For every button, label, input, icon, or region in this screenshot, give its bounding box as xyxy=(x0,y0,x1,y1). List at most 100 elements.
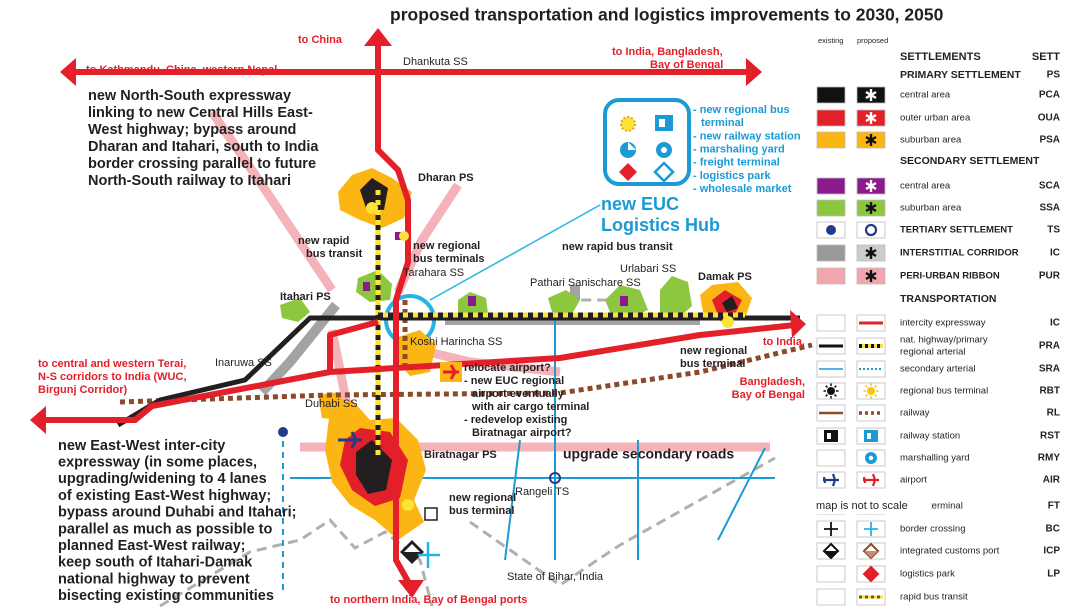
legend-code-title: SETT xyxy=(1032,51,1060,63)
direction-label: to China xyxy=(298,34,343,46)
logistics-hub xyxy=(621,117,635,131)
note-line: keep south of Itahari-Damak xyxy=(58,555,253,571)
map-title: proposed transportation and logistics im… xyxy=(390,5,944,25)
legend-code: PUR xyxy=(1039,271,1061,282)
legend-symbol xyxy=(817,450,845,466)
note-line: of existing East-West highway; xyxy=(58,488,271,504)
legend-heading: PRIMARY SETTLEMENT xyxy=(900,69,1021,81)
legend-code: SRA xyxy=(1039,364,1060,375)
legend-symbol xyxy=(817,200,845,216)
legend-symbol xyxy=(817,110,845,126)
hub-item: - new regional bus xyxy=(693,104,790,116)
legend-code: LP xyxy=(1047,569,1060,580)
note-line: upgrade secondary roads xyxy=(563,446,734,462)
legend-symbol xyxy=(827,387,835,395)
settlement-label: Biratnagar PS xyxy=(424,449,497,461)
note-line: expressway (in some places, xyxy=(58,455,257,471)
legend-symbol xyxy=(826,225,836,235)
legend-label: TERTIARY SETTLEMENT xyxy=(900,225,1013,236)
legend-label: railway station xyxy=(900,431,960,442)
note-line: new regional xyxy=(413,240,480,252)
settlement-label: State of Bihar, India xyxy=(507,571,604,583)
legend-label: regional arterial xyxy=(900,347,965,358)
note-line: new rapid xyxy=(298,235,349,247)
legend-code: SCA xyxy=(1039,181,1060,192)
legend-label: regional bus terminal xyxy=(900,386,988,397)
legend-label: airport xyxy=(900,475,927,486)
legend-symbol xyxy=(827,433,831,439)
logistics-hub xyxy=(661,147,667,153)
legend-code: PSA xyxy=(1039,135,1060,146)
map-icon xyxy=(366,202,378,214)
legend-label: central area xyxy=(900,90,951,101)
map-icon xyxy=(425,508,437,520)
hub-item: - logistics park xyxy=(693,170,772,182)
legend-code: RMY xyxy=(1038,453,1061,464)
direction-label: to central and western Terai, xyxy=(38,358,186,370)
legend-symbol xyxy=(817,566,845,582)
note-line: bus terminal xyxy=(680,358,745,370)
map-icon xyxy=(402,499,414,511)
direction-label: Bangladesh, xyxy=(740,376,805,388)
hub-item: - marshaling yard xyxy=(693,144,785,156)
hub-item: - new railway station xyxy=(693,130,801,142)
legend-symbol xyxy=(869,456,873,460)
legend-code: PCA xyxy=(1039,90,1060,101)
direction-label: Birgunj Corridor) xyxy=(38,384,128,396)
note-line: linking to new Central Hills East- xyxy=(88,105,313,121)
settlement-label: Koshi Harincha SS xyxy=(410,336,502,348)
legend-code: FT xyxy=(1048,501,1060,512)
legend-symbol xyxy=(867,433,871,439)
note-line: upgrading/widening to 4 lanes xyxy=(58,471,267,487)
legend-symbol xyxy=(817,315,845,331)
legend-code: OUA xyxy=(1038,113,1060,124)
legend-code: IC xyxy=(1050,318,1060,329)
legend-code: AIR xyxy=(1043,475,1061,486)
legend-label: outer urban area xyxy=(900,113,971,124)
note-line: bus transit xyxy=(306,248,363,260)
legend-label: logistics park xyxy=(900,569,955,580)
note-line: new regional xyxy=(449,492,516,504)
note-line: new regional xyxy=(680,345,747,357)
note-line: new North-South expressway xyxy=(88,88,291,104)
legend-heading: TRANSPORTATION xyxy=(900,293,996,305)
settlement-label: Inaruwa SS xyxy=(215,357,272,369)
logistics-hub xyxy=(605,100,689,184)
legend-label: marshalling yard xyxy=(900,453,970,464)
legend-label: intercity expressway xyxy=(900,318,986,329)
settlement-area xyxy=(468,296,476,306)
settlement-area xyxy=(620,296,628,306)
note-line: national highway to prevent xyxy=(58,571,250,587)
legend-label: suburban area xyxy=(900,135,962,146)
map-icon xyxy=(399,231,409,241)
legend-label: rapid bus transit xyxy=(900,592,968,603)
settlement-label: Dhankuta SS xyxy=(403,56,468,68)
legend-code: IC xyxy=(1050,248,1060,259)
legend-code: BC xyxy=(1046,524,1060,535)
settlement-label: Damak PS xyxy=(698,271,752,283)
direction-label: to Kathmandu, China, western Nepal xyxy=(86,64,277,76)
settlement-label: Tarahara SS xyxy=(403,267,464,279)
settlement-label: Dharan PS xyxy=(418,172,474,184)
logistics-hub xyxy=(659,119,665,127)
direction-label: Bay of Bengal xyxy=(732,389,805,401)
direction-label: Bay of Bengal xyxy=(650,59,723,71)
legend-title: SETTLEMENTS xyxy=(900,51,981,63)
legend-label: nat. highway/primary xyxy=(900,335,988,346)
note-line: new East-West inter-city xyxy=(58,438,225,454)
legend-symbol xyxy=(817,132,845,148)
legend-symbol xyxy=(817,178,845,194)
note-line: new rapid bus transit xyxy=(562,241,673,253)
legend-code: RBT xyxy=(1039,386,1060,397)
hub-item: terminal xyxy=(701,117,744,129)
note-line: Dharan and Itahari, south to India xyxy=(88,139,319,155)
settlement-label: Pathari Sanischare SS xyxy=(530,277,641,289)
map-icon xyxy=(722,316,734,328)
legend-symbol xyxy=(817,87,845,103)
hub-item: - wholesale market xyxy=(693,183,792,195)
note-line: border crossing parallel to future xyxy=(88,156,316,172)
legend-code: SSA xyxy=(1039,203,1060,214)
note-line: planned East-West railway; xyxy=(58,538,245,554)
direction-label: to northern India, Bay of Bengal ports xyxy=(330,594,527,606)
note-line: bisecting existing communities xyxy=(58,588,274,604)
